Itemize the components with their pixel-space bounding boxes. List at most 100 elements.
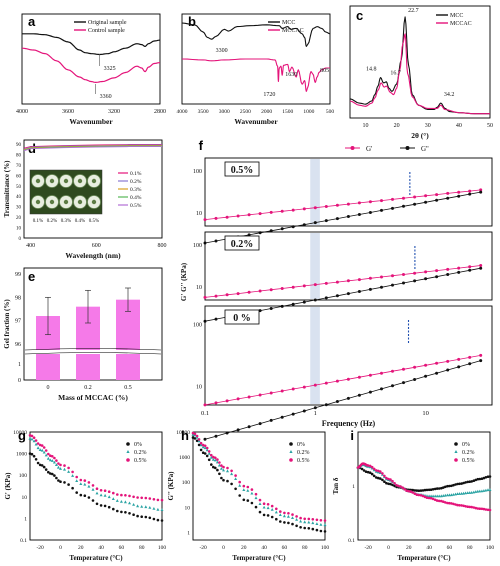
panel-g-point-2 (116, 493, 119, 496)
panel-g-point-0 (95, 502, 99, 506)
panel-g-label: g (18, 428, 26, 443)
panel-i-point-2 (444, 501, 447, 504)
panel-f-gp-point (457, 190, 461, 194)
panel-g-xlabel: Temperature (°C) (69, 554, 123, 562)
panel-f-gpp-point (203, 437, 207, 441)
panel-h-point-2 (279, 510, 282, 513)
panel-h-point-1 (209, 455, 213, 459)
panel-g-point-1 (83, 482, 87, 486)
panel-g-point-1 (87, 484, 91, 488)
panel-e-break-line-top (24, 348, 162, 351)
panel-h-point-1 (311, 521, 315, 525)
panel-g-point-2 (59, 463, 62, 467)
panel-f-gp-point (324, 381, 328, 385)
panel-g-point-0 (152, 517, 156, 521)
panel-g-point-0 (38, 463, 42, 467)
panel-f-gpp-point (424, 200, 428, 204)
panel-f-gp-point (335, 379, 339, 383)
panel-g-point-0 (47, 470, 50, 474)
panel-i-point-1 (484, 488, 488, 492)
panel-h-point-0 (254, 505, 258, 509)
panel-i-point-0 (446, 484, 449, 488)
panel-g-point-0 (55, 476, 58, 480)
panel-f-gpp-point (457, 194, 461, 198)
panel-i-point-2 (480, 507, 484, 511)
panel-g-point-0 (136, 514, 139, 518)
panel-b-xtick-1: 3500 (198, 109, 209, 115)
panel-i-point-0 (454, 483, 457, 486)
panel-e-xtick-2: 0.5 (124, 385, 132, 391)
panel-i-point-2 (366, 464, 370, 467)
panel-f-gpp-point (391, 384, 394, 388)
panel-f-gpp-point (402, 381, 405, 385)
panel-i-point-2 (423, 495, 427, 499)
panel-e-ytick-4: 98 (15, 295, 21, 301)
panel-h-point-0 (230, 482, 233, 486)
panel-f-gp-point (402, 196, 405, 200)
panel-g-point-2 (51, 455, 54, 458)
panel-g-point-0 (107, 505, 111, 509)
panel-i-legend-1: 0.2% (462, 450, 475, 456)
panel-a-frame (21, 13, 161, 105)
panel-f-gp-point (269, 288, 273, 292)
panel-g-point-2 (91, 484, 95, 487)
panel-i-point-2 (468, 505, 472, 509)
panel-e-bar-2 (116, 299, 140, 380)
panel-g-point-2 (144, 496, 148, 500)
panel-h-legend-marker-0 (289, 442, 293, 446)
panel-h-point-0 (315, 528, 319, 532)
panel-g-point-0 (51, 472, 54, 476)
panel-f-gp-point (424, 363, 428, 367)
panel-f-gp-point (335, 280, 339, 284)
panel-i-point-0 (372, 474, 376, 478)
panel-i-point-2 (399, 485, 402, 488)
panel-i-xtick-4: 60 (447, 545, 453, 551)
panel-f-gp-point (424, 194, 428, 198)
panel-g-point-1 (36, 446, 40, 450)
panel-f-ytick-1-1: 100 (193, 243, 202, 249)
panel-i-xtick-0: -20 (364, 545, 372, 551)
panel-f-gpp-point (380, 387, 383, 391)
panel-d-ytick-6: 60 (16, 174, 22, 179)
panel-h-point-0 (242, 498, 246, 502)
panel-f-gpp-point (302, 409, 306, 413)
panel-i-point-0 (474, 478, 478, 482)
panel-d-legend-1: 0.2% (130, 179, 142, 185)
panel-i-xtick-1: 0 (387, 545, 390, 551)
panel-g-xtick-2: 20 (78, 545, 84, 551)
panel-g-point-1 (123, 500, 127, 504)
panel-h-point-2 (199, 441, 203, 445)
panel-f-xtick-1: 1 (314, 410, 317, 417)
panel-g-point-0 (75, 491, 78, 494)
panel-h-point-1 (295, 518, 299, 521)
panel-g-point-0 (79, 493, 83, 497)
panel-h-point-0 (319, 529, 323, 533)
panel-i-point-2 (448, 501, 451, 505)
panel-h-point-0 (210, 463, 213, 466)
panel-i-point-0 (415, 489, 419, 492)
panel-i-point-2 (421, 494, 425, 498)
panel-a-annot-1: 3360 (100, 94, 112, 100)
panel-h-point-1 (270, 508, 274, 511)
panel-h-legend-marker-1 (289, 450, 293, 453)
panel-f-gpp-point (479, 190, 483, 194)
panel-g-point-0 (120, 510, 123, 514)
panel-c-xtick-0: 10 (363, 123, 369, 129)
panel-d-legend-2: 0.3% (130, 187, 142, 193)
panel-h-point-1 (258, 502, 262, 505)
panel-d-xtick-2: 800 (158, 243, 167, 249)
panel-i-point-0 (452, 483, 455, 487)
panel-h-point-2 (203, 444, 207, 448)
panel-i-legend-2: 0.5% (462, 458, 475, 464)
panel-h-point-2 (250, 488, 254, 491)
panel-i-point-0 (458, 482, 461, 486)
panel-h-point-1 (203, 446, 207, 450)
panel-a-annot-0: 3325 (104, 66, 116, 72)
panel-c-xtick-2: 30 (425, 123, 431, 129)
panel-f-gp-point (435, 361, 439, 365)
panel-i-point-0 (480, 477, 484, 481)
panel-f-gpp-point (435, 198, 439, 202)
panel-f-gpp-point (302, 300, 306, 304)
panel-g-point-0 (156, 518, 160, 522)
panel-f-gp-point (302, 207, 306, 211)
